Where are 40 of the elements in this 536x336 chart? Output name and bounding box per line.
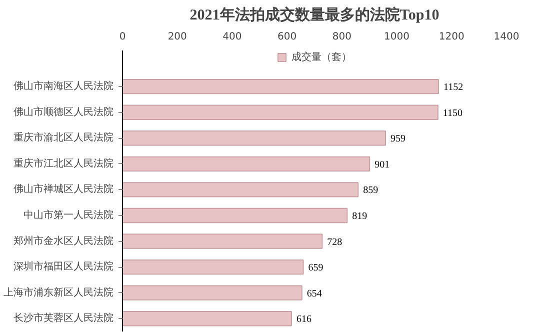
data-label: 901 — [374, 159, 390, 170]
data-label: 1150 — [442, 108, 463, 119]
y-tick-label: 郑州市金水区人民法院 — [14, 234, 114, 247]
data-label: 819 — [352, 210, 368, 222]
y-tick-label: 佛山市顺德区人民法院 — [14, 106, 114, 118]
bar — [122, 104, 438, 120]
data-label: 616 — [296, 314, 312, 326]
bar — [122, 311, 292, 326]
data-label: 659 — [308, 262, 324, 274]
data-label: 859 — [363, 185, 378, 196]
bar — [122, 130, 386, 146]
x-tick-label: 1200 — [438, 32, 464, 42]
x-tick-label: 600 — [278, 32, 297, 42]
y-tick-label: 重庆市渝北区人民法院 — [14, 132, 114, 144]
data-label: 654 — [306, 288, 322, 300]
y-tick-label: 重庆市江北区人民法院 — [14, 157, 114, 170]
y-tick-label: 上海市浦东新区人民法院 — [4, 286, 114, 298]
y-tick-label: 中山市第一人民法院 — [24, 208, 114, 221]
bar — [122, 234, 323, 249]
y-tick-label: 深圳市福田区人民法院 — [14, 260, 114, 273]
bar — [122, 285, 302, 300]
chart-title: 2021年法拍成交数量最多的法院Top10 — [190, 6, 440, 24]
y-tick-label: 佛山市南海区人民法院 — [14, 80, 114, 92]
x-tick-label: 1400 — [494, 32, 520, 42]
bar — [122, 79, 439, 94]
data-label: 728 — [327, 236, 342, 248]
bar — [122, 156, 370, 172]
data-label: 959 — [390, 134, 406, 145]
x-tick-label: 1000 — [384, 32, 410, 42]
bar — [122, 182, 359, 198]
x-tick-label: 400 — [222, 32, 242, 42]
bar — [122, 208, 348, 224]
x-tick-label: 0 — [119, 32, 126, 42]
y-tick-label: 佛山市禅城区人民法院 — [14, 183, 114, 196]
y-tick-label: 长沙市芙蓉区人民法院 — [14, 312, 114, 324]
data-label: 1152 — [443, 82, 464, 94]
x-tick-label: 800 — [332, 32, 352, 42]
legend-label: 成交量（套） — [292, 50, 352, 64]
bar — [122, 259, 304, 275]
x-tick-label: 200 — [168, 32, 187, 42]
